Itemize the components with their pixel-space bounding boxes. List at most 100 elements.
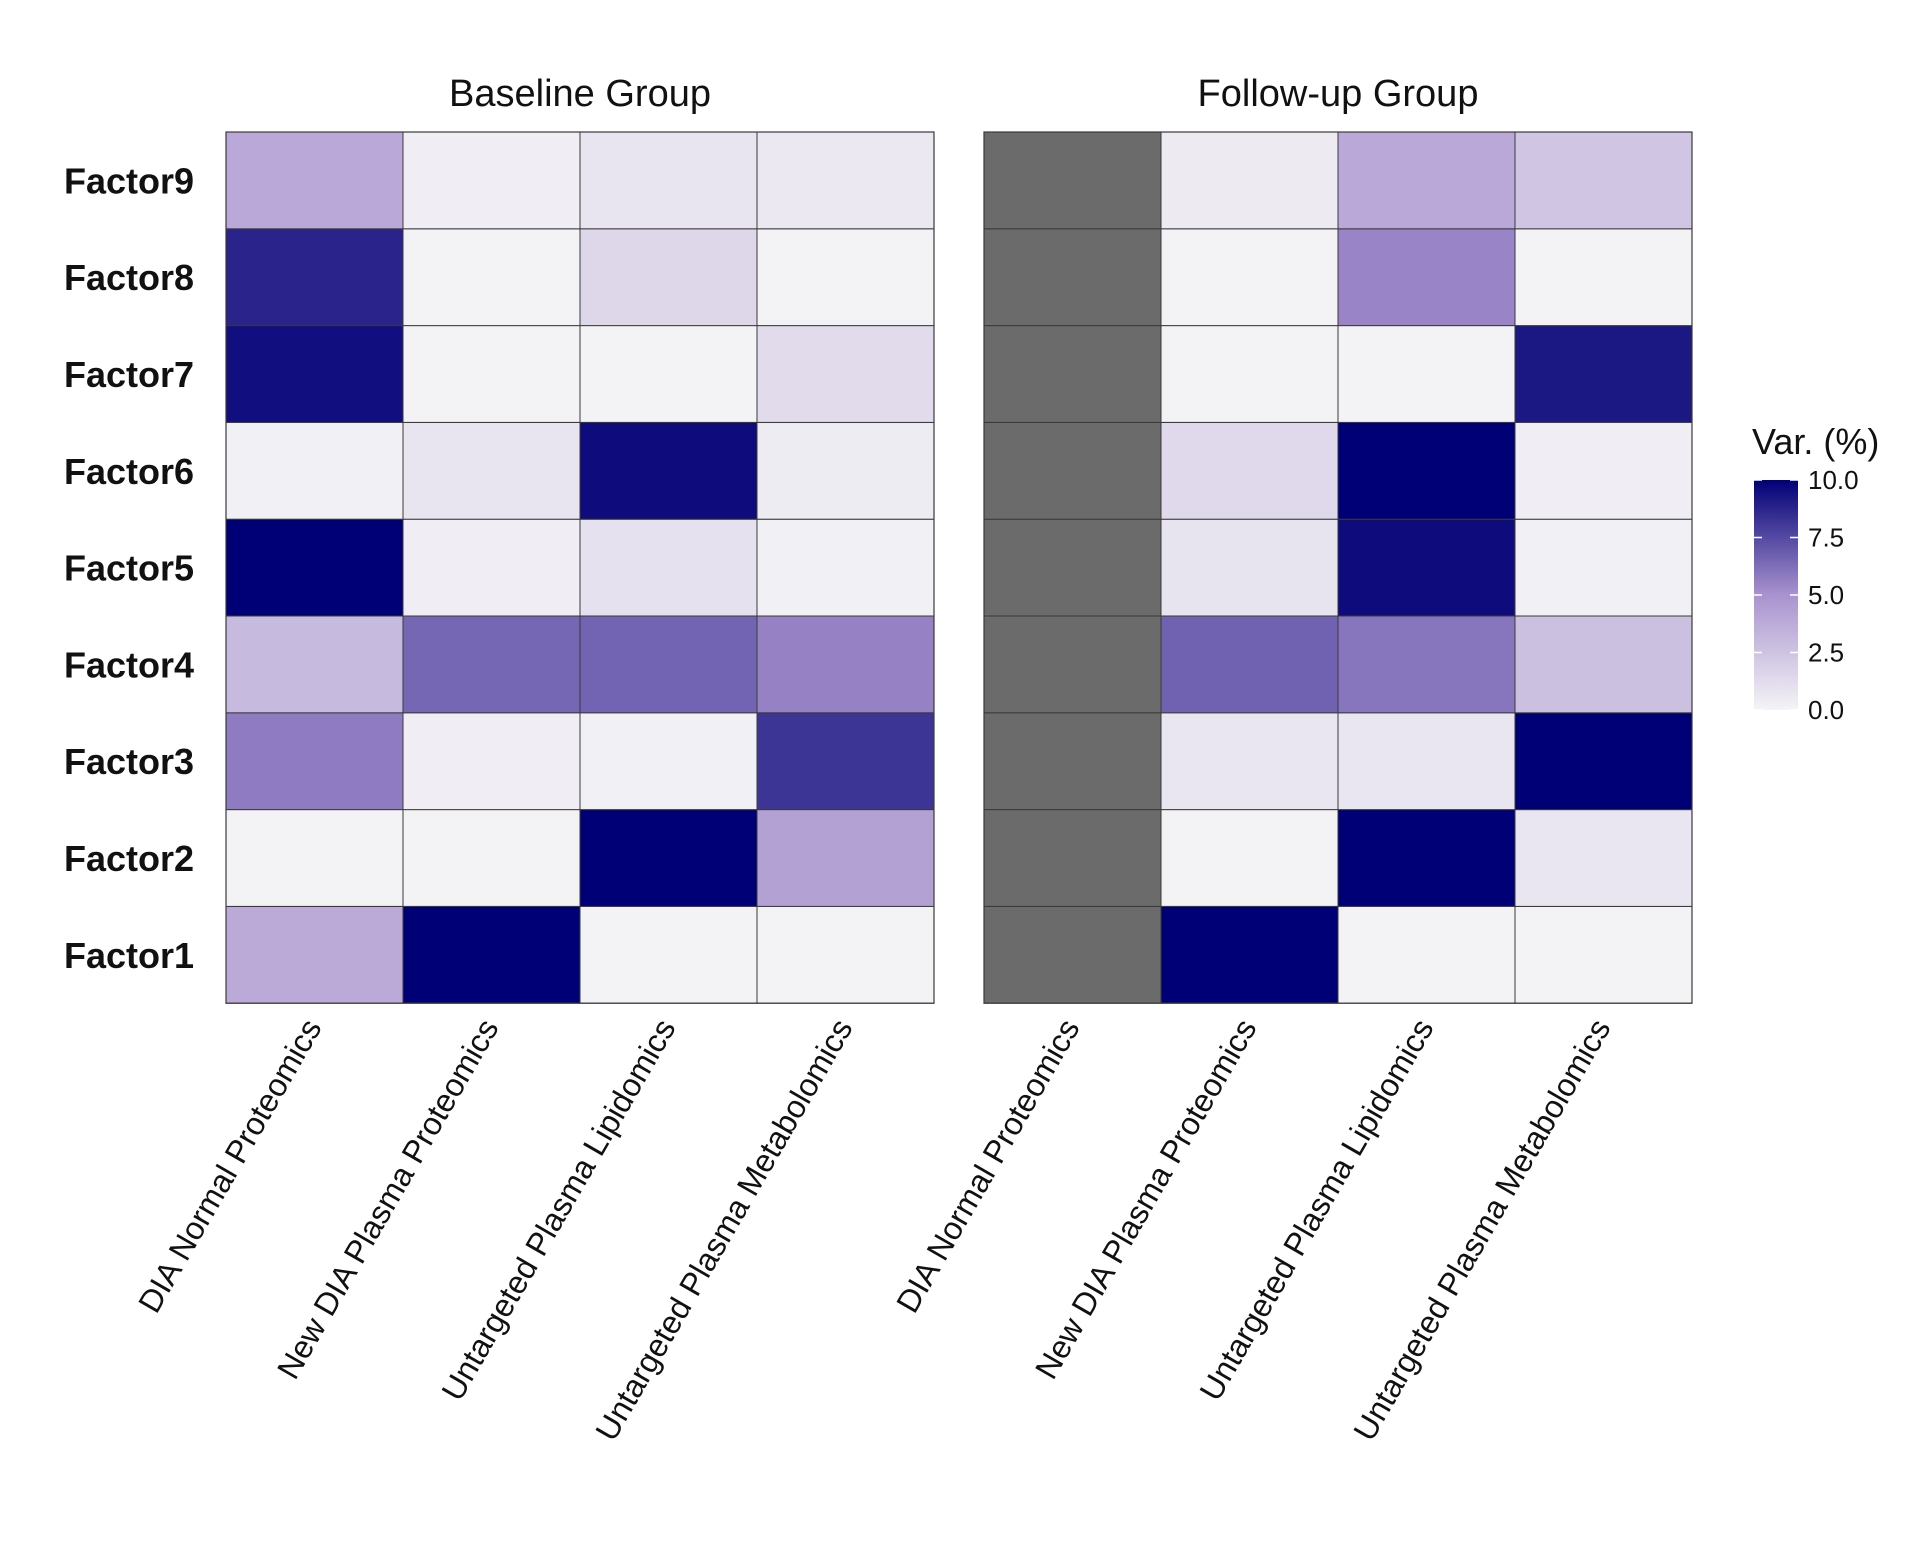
heatmap-cell	[225, 809, 404, 907]
heatmap-cell	[579, 421, 758, 520]
heatmap-cell	[1337, 228, 1516, 327]
legend-tick-label: 2.5	[1808, 638, 1844, 668]
heatmap-cell	[1337, 615, 1516, 714]
heatmap-cell	[1337, 712, 1516, 811]
heatmap-cell	[1514, 809, 1693, 907]
heatmap-cell	[756, 228, 935, 327]
heatmap-cell	[1160, 325, 1339, 423]
heatmap-cell	[756, 518, 935, 617]
heatmap-cell	[1337, 518, 1516, 617]
heatmap-cell	[756, 809, 935, 907]
heatmap-cell	[579, 905, 758, 1004]
heatmap-cell	[402, 228, 581, 327]
heatmap-cell	[402, 712, 581, 811]
heatmap-cell	[1337, 421, 1516, 520]
heatmap-cell	[1514, 131, 1693, 230]
heatmap-cell	[402, 615, 581, 714]
heatmap-cell	[402, 325, 581, 423]
row-label: Factor5	[64, 548, 194, 589]
column-label: DIA Normal Proteomics	[889, 1013, 1086, 1319]
heatmap-cell	[579, 518, 758, 617]
panel-border	[983, 131, 1693, 1004]
heatmap-cell	[983, 518, 1162, 617]
row-label: Factor9	[64, 160, 194, 201]
panel-title: Baseline Group	[449, 73, 711, 115]
heatmap-cell	[983, 809, 1162, 907]
heatmap-cell	[225, 905, 404, 1004]
heatmap-cell	[225, 421, 404, 520]
heatmap-cell	[225, 518, 404, 617]
panel-border	[225, 131, 935, 1004]
heatmap-cell	[1514, 325, 1693, 423]
heatmap-cell	[1160, 518, 1339, 617]
row-label: Factor7	[64, 354, 194, 395]
row-label: Factor8	[64, 257, 194, 298]
heatmap-cell	[983, 421, 1162, 520]
heatmap-cell	[1514, 712, 1693, 811]
heatmap-cell	[1160, 905, 1339, 1004]
panel-title: Follow-up Group	[1198, 73, 1479, 115]
heatmap-cell	[579, 615, 758, 714]
heatmap-cell	[983, 325, 1162, 423]
heatmap-cell	[983, 131, 1162, 230]
heatmap-cell	[983, 615, 1162, 714]
heatmap-cell	[1514, 518, 1693, 617]
legend-title: Var. (%)	[1752, 421, 1879, 462]
heatmap-cell	[1160, 615, 1339, 714]
heatmap-cell	[225, 325, 404, 423]
row-label: Factor3	[64, 741, 194, 782]
heatmap-cell	[225, 228, 404, 327]
row-label: Factor4	[64, 644, 194, 685]
row-label: Factor1	[64, 935, 194, 976]
legend-tick-label: 5.0	[1808, 580, 1844, 610]
heatmap-cell	[1160, 228, 1339, 327]
heatmap-cell	[579, 131, 758, 230]
heatmap-cell	[1337, 325, 1516, 423]
heatmap-cell	[1160, 131, 1339, 230]
row-labels: Factor1 Factor2 Factor3 Factor4 Factor5 Facto…	[64, 160, 194, 975]
heatmap-cell	[402, 131, 581, 230]
heatmap-cell	[983, 712, 1162, 811]
heatmap-cell	[579, 712, 758, 811]
heatmap-cell	[1337, 809, 1516, 907]
row-label: Factor2	[64, 838, 194, 879]
heatmap-cell	[1514, 421, 1693, 520]
heatmap-cell	[225, 131, 404, 230]
heatmap-cell	[756, 905, 935, 1004]
heatmap-cell	[756, 325, 935, 423]
heatmap-cell	[225, 615, 404, 714]
heatmap-cell	[402, 518, 581, 617]
heatmap-cell	[756, 712, 935, 811]
heatmap-cell	[402, 809, 581, 907]
legend-tick-label: 7.5	[1808, 523, 1844, 553]
heatmap-cell	[1160, 421, 1339, 520]
heatmap-cell	[579, 228, 758, 327]
legend-tick-label: 10.0	[1808, 465, 1859, 495]
heatmap-cell	[1337, 131, 1516, 230]
heatmap-cell	[402, 421, 581, 520]
heatmap-cell	[1337, 905, 1516, 1004]
heatmap-cell	[1514, 905, 1693, 1004]
heatmap-cell	[1160, 809, 1339, 907]
heatmap-cell	[983, 228, 1162, 327]
heatmap-cell	[579, 809, 758, 907]
heatmap-cell	[756, 615, 935, 714]
heatmap-cell	[756, 421, 935, 520]
legend-tick-label: 0.0	[1808, 695, 1844, 725]
heatmap-cell	[1514, 615, 1693, 714]
column-label: DIA Normal Proteomics	[131, 1013, 328, 1319]
heatmap-cell	[983, 905, 1162, 1004]
heatmap-cell	[579, 325, 758, 423]
heatmap-cell	[1160, 712, 1339, 811]
heatmap-cell	[402, 905, 581, 1004]
row-label: Factor6	[64, 451, 194, 492]
heatmap-cell	[225, 712, 404, 811]
heatmap-cell	[1514, 228, 1693, 327]
legend: Var. (%) 0.0 2.5 5.0 7.5 10.0	[1752, 421, 1879, 725]
heatmap-cell	[756, 131, 935, 230]
